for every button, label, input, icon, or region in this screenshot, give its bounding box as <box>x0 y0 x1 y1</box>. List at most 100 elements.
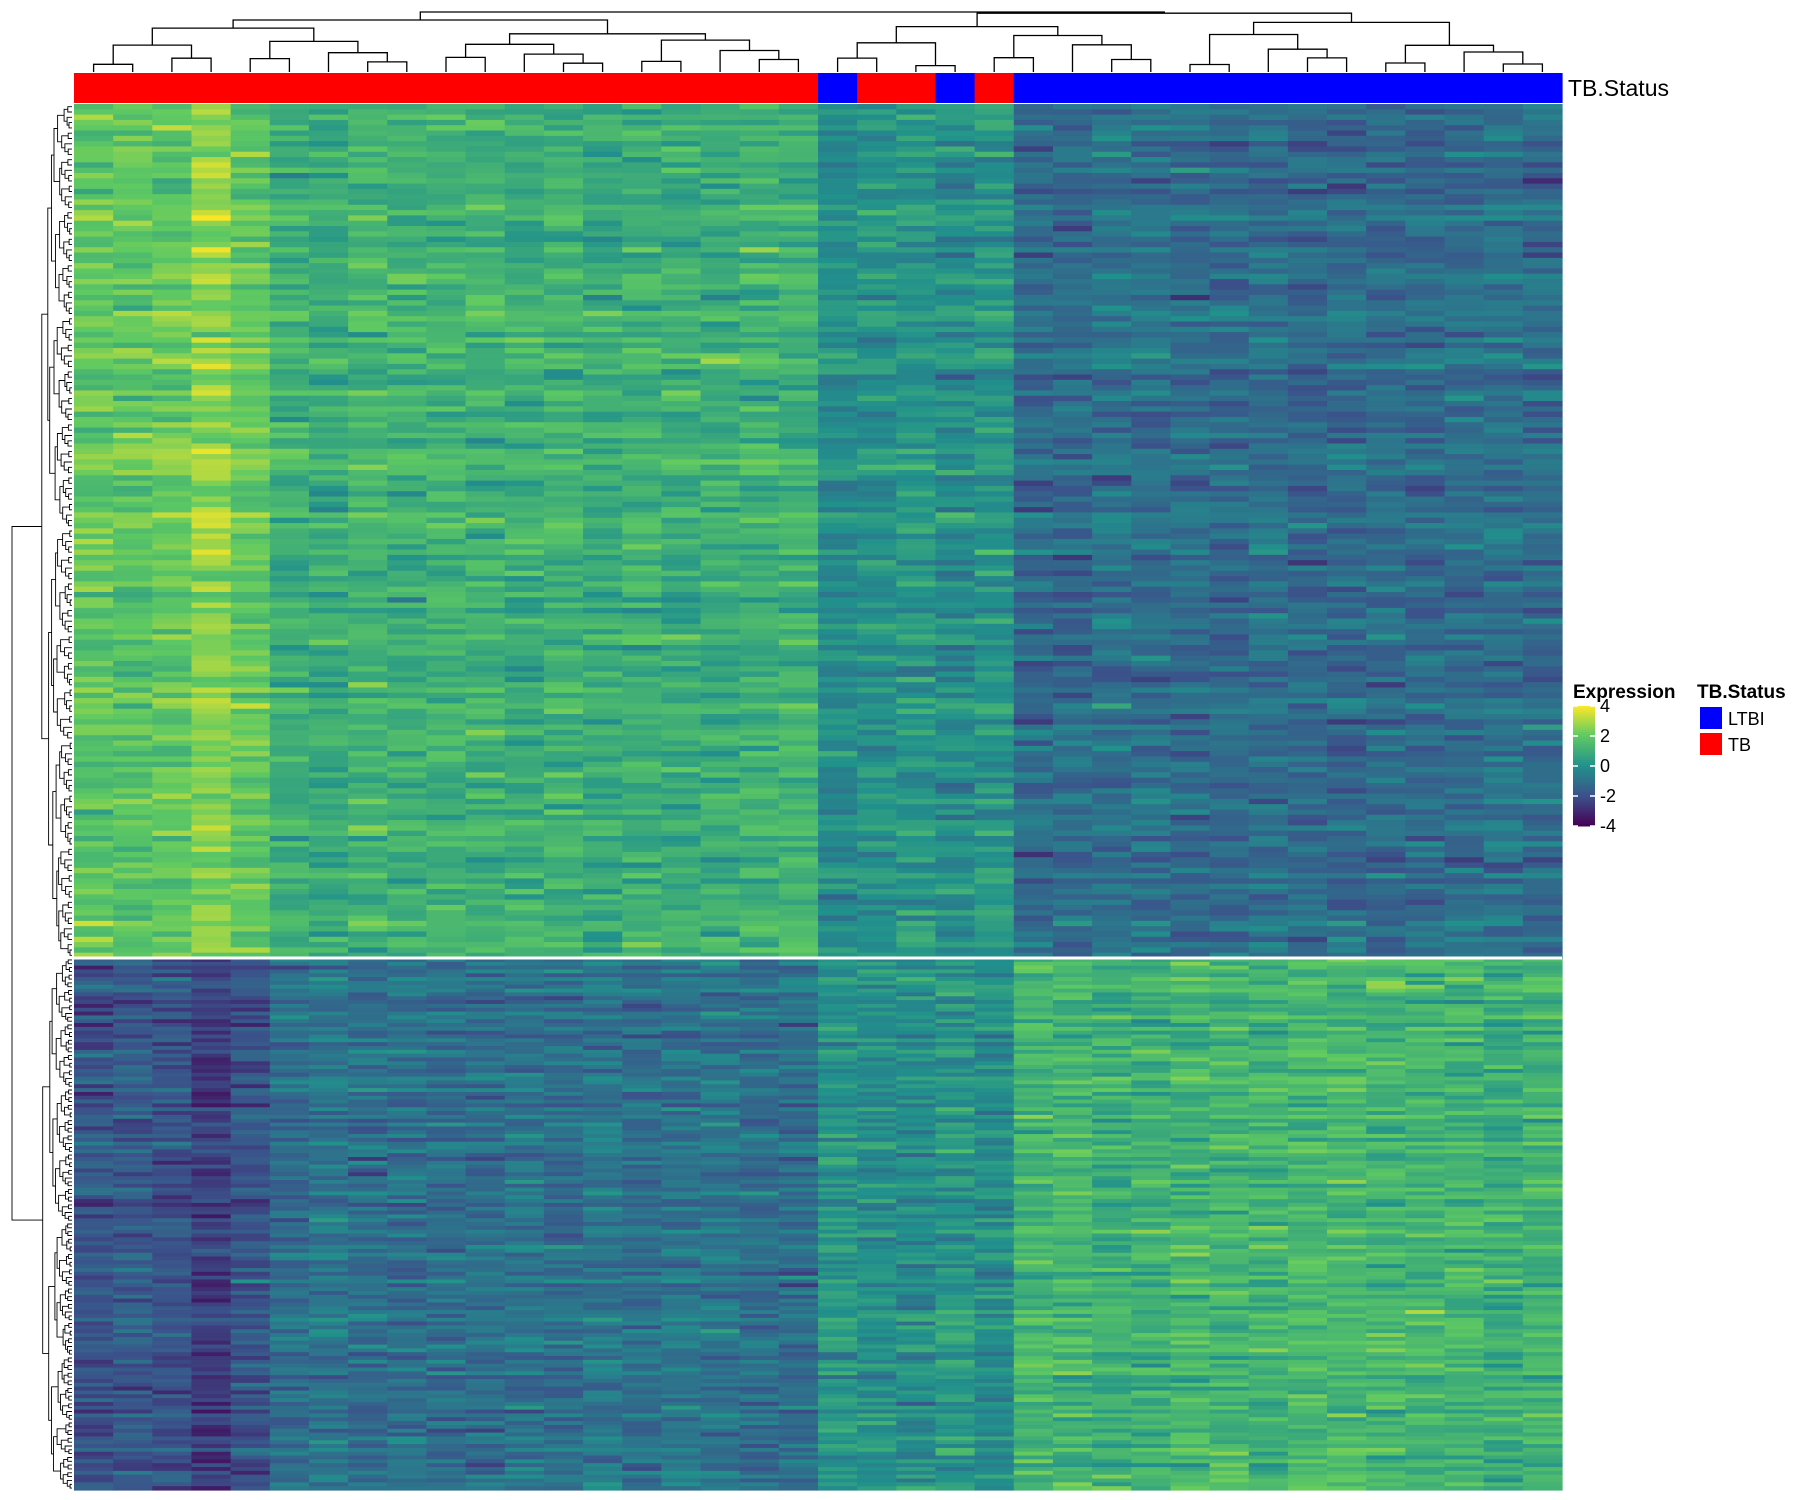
heatmap-cell <box>1013 316 1054 323</box>
heatmap-cell <box>230 464 271 471</box>
heatmap-cell <box>308 607 349 614</box>
heatmap-cell <box>1327 358 1367 365</box>
heatmap-cell <box>1092 523 1132 529</box>
heatmap-cell <box>974 183 1015 190</box>
heatmap-cell <box>1131 570 1172 577</box>
heatmap-cell <box>818 215 858 222</box>
heatmap-cell <box>739 374 780 381</box>
heatmap-cell <box>465 194 506 201</box>
heatmap-cell <box>74 194 114 201</box>
heatmap-cell <box>1327 305 1367 312</box>
heatmap-cell <box>1013 401 1054 407</box>
heatmap-cell <box>1405 135 1446 142</box>
heatmap-cell <box>191 146 232 153</box>
heatmap-cell <box>583 241 623 248</box>
heatmap-cell <box>1131 528 1172 535</box>
heatmap-cell <box>1483 273 1524 280</box>
heatmap-cell <box>1092 666 1132 673</box>
heatmap-cell <box>661 491 702 498</box>
heatmap-cell <box>348 432 388 439</box>
heatmap-cell <box>543 109 584 116</box>
heatmap-cell <box>152 480 193 487</box>
heatmap-cell <box>1092 226 1132 232</box>
heatmap-cell <box>504 310 545 317</box>
heatmap-cell <box>1209 300 1250 307</box>
heatmap-cell <box>543 204 584 211</box>
heatmap-cell <box>896 273 937 280</box>
heatmap-cell <box>387 570 428 577</box>
heatmap-cell <box>1170 692 1211 699</box>
heatmap-cell <box>74 109 114 116</box>
heatmap-cell <box>113 316 153 323</box>
heatmap-cell <box>308 363 349 370</box>
heatmap-cell <box>1131 183 1172 190</box>
heatmap-cell <box>700 517 741 524</box>
heatmap-cell <box>1287 172 1328 179</box>
heatmap-cell <box>1013 602 1054 609</box>
heatmap-cell <box>1327 146 1367 153</box>
heatmap-cell <box>1366 523 1406 529</box>
heatmap-cell <box>1522 719 1563 726</box>
heatmap-cell <box>1209 427 1250 434</box>
heatmap-cell <box>818 379 858 386</box>
heatmap-cell <box>387 687 428 694</box>
heatmap-cell <box>1444 554 1485 561</box>
heatmap-cell <box>1248 570 1289 577</box>
heatmap-cell <box>974 645 1015 651</box>
heatmap-cell <box>152 634 193 641</box>
heatmap-cell <box>896 687 937 694</box>
heatmap-cell <box>74 660 114 667</box>
heatmap-cell <box>818 703 858 710</box>
heatmap-cell <box>1052 549 1093 556</box>
heatmap-cell <box>818 586 858 593</box>
heatmap-cell <box>1209 676 1250 683</box>
heatmap-cell <box>1013 570 1054 577</box>
heatmap-cell <box>230 501 271 508</box>
heatmap-cell <box>1092 210 1132 216</box>
status-cell <box>1052 73 1093 103</box>
heatmap-cell <box>308 188 349 195</box>
heatmap-cell <box>426 204 467 211</box>
heatmap-cell <box>1405 369 1446 376</box>
heatmap-cell <box>230 289 271 296</box>
heatmap-cell <box>818 581 858 588</box>
heatmap-cell <box>1170 257 1211 264</box>
heatmap-cell <box>1287 294 1328 301</box>
heatmap-cell <box>1522 358 1563 365</box>
heatmap-cell <box>1522 666 1563 673</box>
heatmap-cell <box>348 475 388 482</box>
heatmap-cell <box>191 427 232 434</box>
heatmap-cell <box>1248 698 1289 704</box>
heatmap-cell <box>1327 379 1367 386</box>
heatmap-cell <box>583 655 623 662</box>
heatmap-cell <box>1092 724 1132 731</box>
heatmap-cell <box>426 348 467 354</box>
heatmap-cell <box>191 342 232 349</box>
heatmap-cell <box>1209 576 1250 582</box>
heatmap-cell <box>1092 300 1132 307</box>
column-dendrogram-branch <box>249 57 291 72</box>
heatmap-cell <box>1483 114 1524 121</box>
heatmap-cell <box>1013 257 1054 264</box>
heatmap-cell <box>348 374 388 381</box>
row-dendrogram-branch <box>69 1330 72 1336</box>
heatmap-cell <box>74 183 114 190</box>
heatmap-cell <box>1092 305 1132 312</box>
heatmap-cell <box>1170 565 1211 572</box>
heatmap-cell <box>974 422 1015 429</box>
heatmap-cell <box>974 353 1015 360</box>
heatmap-cell <box>1209 607 1250 614</box>
heatmap-cell <box>1366 438 1406 445</box>
heatmap-cell <box>543 464 584 471</box>
heatmap-cell <box>230 358 271 365</box>
heatmap-cell <box>113 178 153 185</box>
heatmap-cell <box>74 310 114 317</box>
heatmap-cell <box>230 257 271 264</box>
heatmap-cell <box>935 279 976 285</box>
heatmap-cell <box>661 188 702 195</box>
heatmap-cell <box>387 130 428 137</box>
heatmap-cell <box>1248 199 1289 206</box>
heatmap-cell <box>974 544 1015 551</box>
heatmap-cell <box>543 448 584 455</box>
heatmap-cell <box>818 353 858 360</box>
